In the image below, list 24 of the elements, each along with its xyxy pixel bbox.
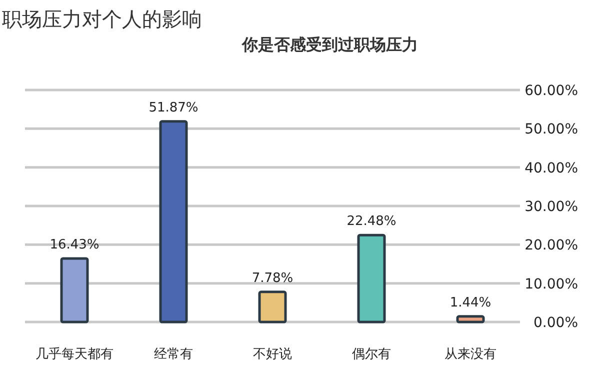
data-label: 16.43% — [50, 237, 100, 252]
data-label: 1.44% — [450, 295, 492, 310]
y-tick-label: 50.00% — [524, 122, 578, 138]
x-tick-label: 偶尔有 — [352, 347, 391, 362]
bar — [258, 290, 287, 324]
data-label: 51.87% — [148, 100, 198, 116]
x-tick-label: 几乎每天都有 — [36, 347, 114, 362]
y-tick-label: 10.00% — [524, 276, 578, 292]
bar — [357, 234, 386, 324]
data-label: 7.78% — [252, 270, 294, 286]
y-tick-label: 60.00% — [524, 83, 578, 99]
x-tick-label: 不好说 — [253, 347, 292, 362]
y-tick-label: 40.00% — [524, 160, 578, 176]
y-tick-label: 0.00% — [534, 315, 578, 331]
y-tick-label: 30.00% — [524, 199, 578, 215]
chart-title: 职场压力对个人的影响 — [2, 7, 202, 31]
x-tick-label: 从来没有 — [444, 347, 496, 362]
chart-subtitle: 你是否感受到过职场压力 — [241, 35, 418, 54]
bar — [60, 257, 89, 324]
x-tick-label: 经常有 — [154, 347, 193, 362]
y-tick-label: 20.00% — [524, 238, 578, 254]
data-label: 22.48% — [346, 214, 396, 230]
bar — [159, 120, 188, 324]
bar — [456, 315, 485, 324]
